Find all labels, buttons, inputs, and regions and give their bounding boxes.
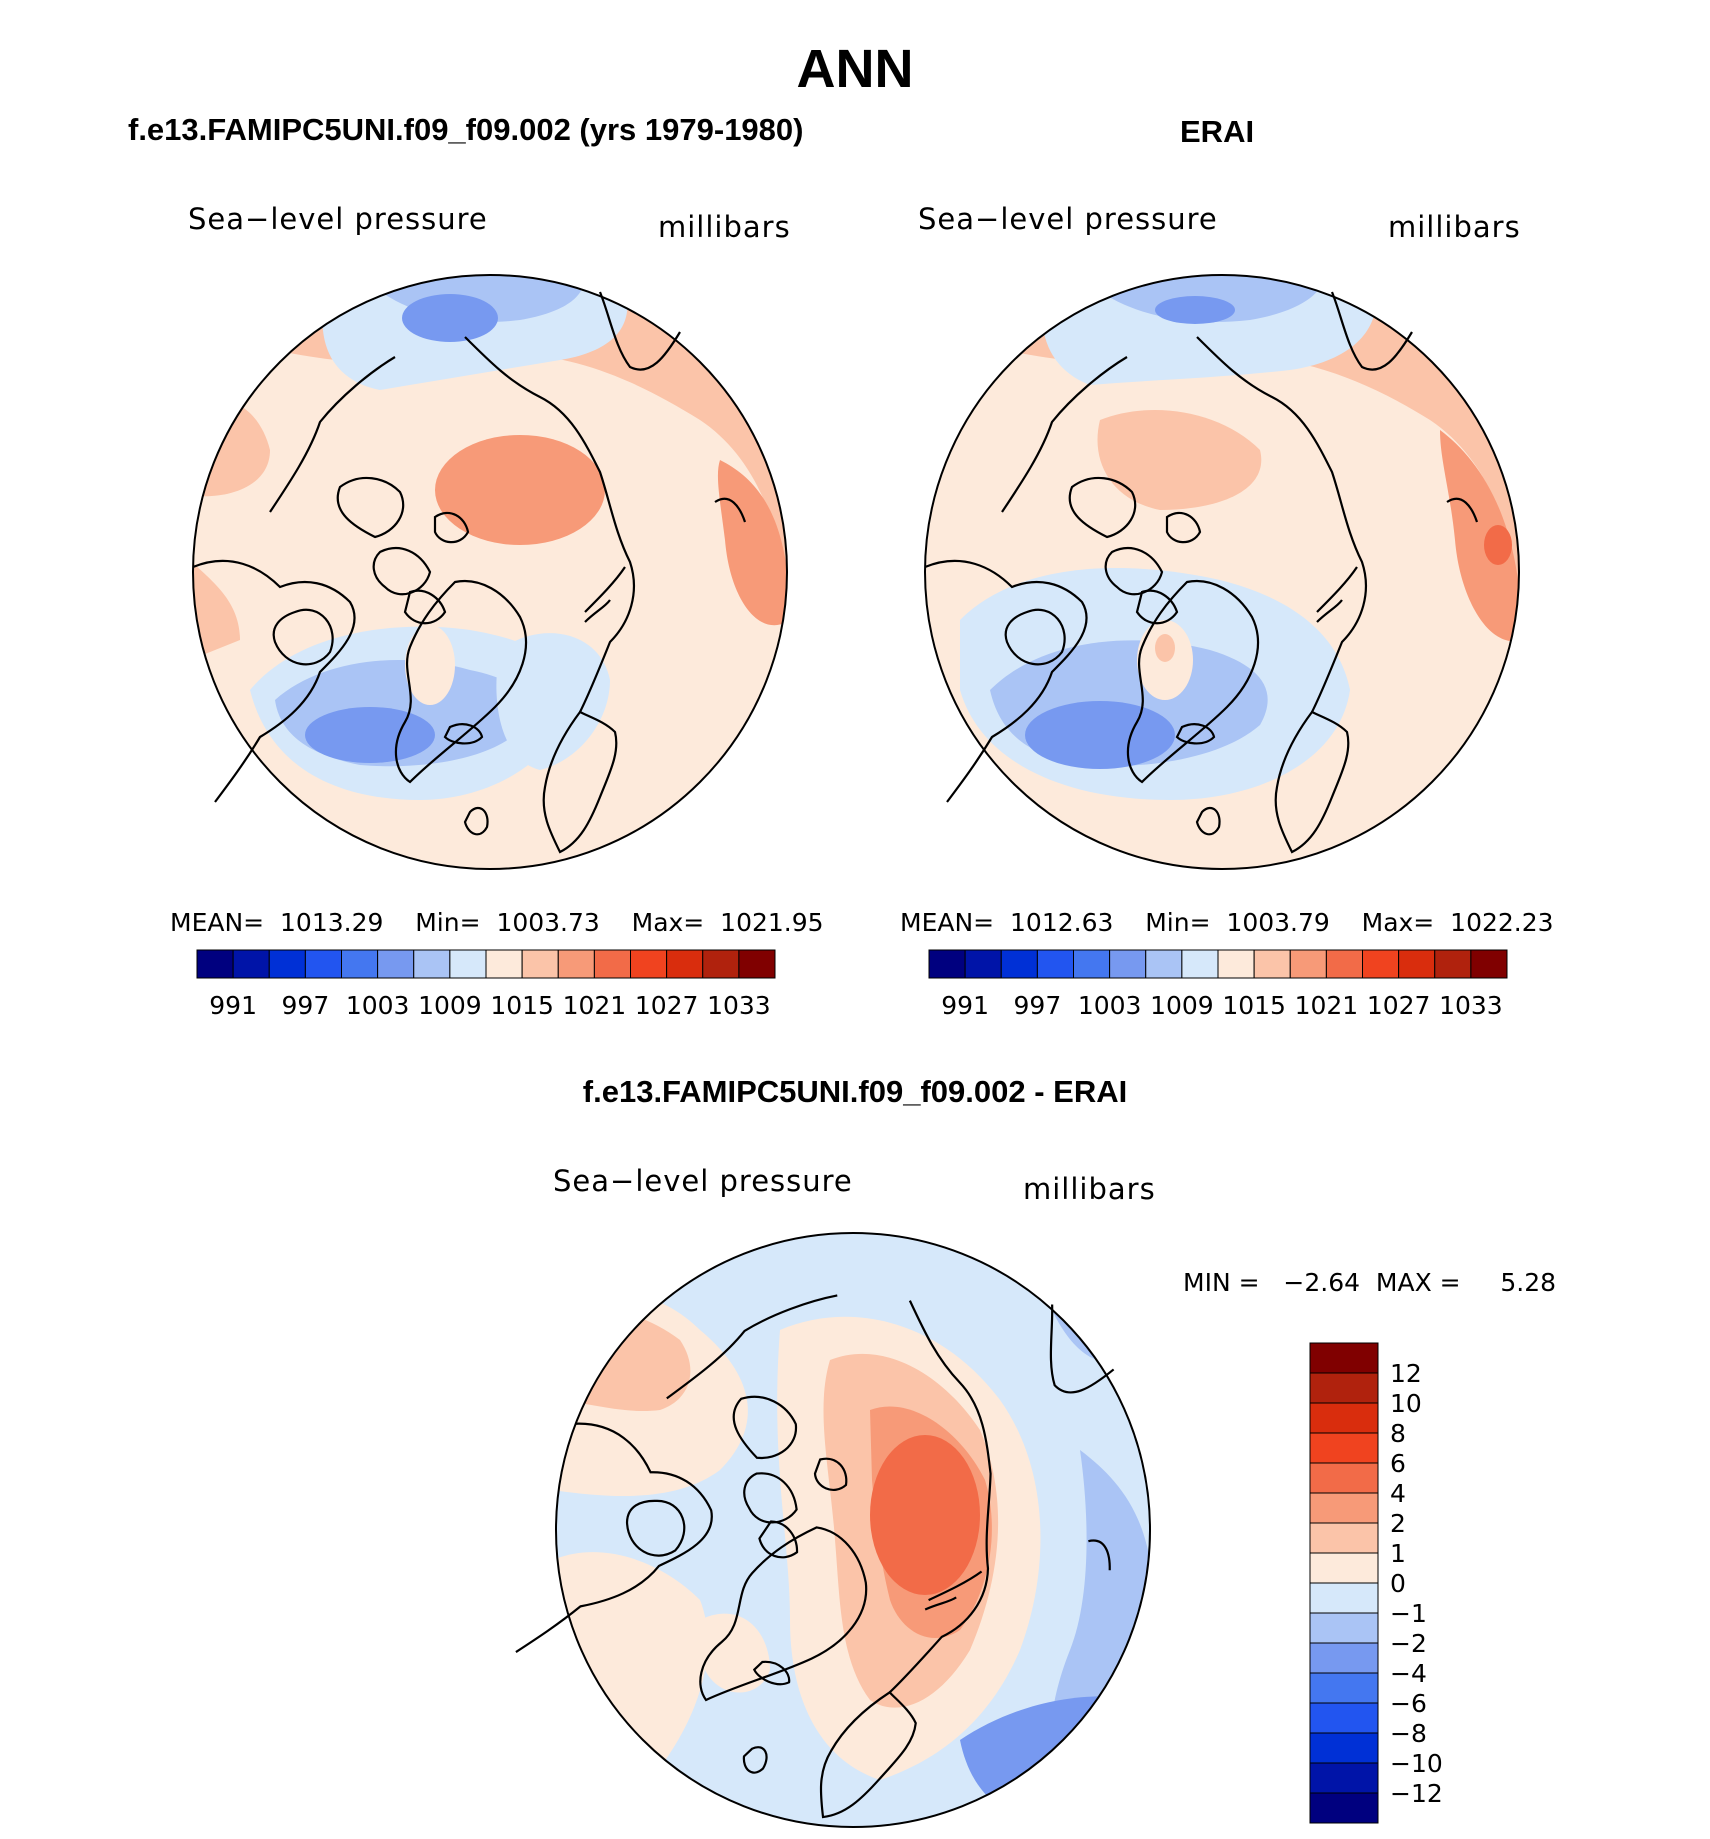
stats-obs: MEAN= 1012.63 Min= 1003.79 Max= 1022.23 xyxy=(900,908,1554,937)
variable-label-diff: Sea−level pressure xyxy=(553,1164,853,1198)
colorbar-tick-label: −1 xyxy=(1390,1599,1427,1628)
colorbar-swatch xyxy=(1309,1402,1379,1434)
units-label-diff: millibars xyxy=(1023,1172,1156,1206)
colorbar-swatch xyxy=(377,949,415,979)
colorbar-tick-label: 1021 xyxy=(563,991,627,1020)
colorbar-swatch xyxy=(521,949,559,979)
colorbar-tick-label: 1 xyxy=(1390,1539,1406,1568)
colorbar-swatch xyxy=(1309,1372,1379,1404)
colorbar-tick-label: −12 xyxy=(1390,1779,1443,1808)
colorbar-tick-label: 1003 xyxy=(346,991,410,1020)
colorbar-tick-label: −4 xyxy=(1390,1659,1427,1688)
variable-label-obs: Sea−level pressure xyxy=(918,202,1218,236)
colorbar-swatch xyxy=(1309,1732,1379,1764)
colorbar-swatch xyxy=(1036,949,1074,979)
colorbar-swatch xyxy=(232,949,270,979)
colorbar-swatch xyxy=(1000,949,1038,979)
colorbar-swatch xyxy=(413,949,451,979)
colorbar-swatch xyxy=(1109,949,1147,979)
colorbar-swatch xyxy=(928,949,966,979)
colorbar-tick-label: 4 xyxy=(1390,1479,1406,1508)
colorbar-swatch xyxy=(1309,1642,1379,1674)
stats-model: MEAN= 1013.29 Min= 1003.73 Max= 1021.95 xyxy=(170,908,824,937)
colorbar-swatch xyxy=(1253,949,1291,979)
page-title: ANN xyxy=(796,39,914,99)
panel-title-diff: f.e13.FAMIPC5UNI.f09_f09.002 - ERAI xyxy=(582,1074,1128,1109)
colorbar-swatch xyxy=(1309,1702,1379,1734)
colorbar-obs: 991 997 1003 1009 1015 1021 1027 1033 xyxy=(928,949,1508,1020)
colorbar-tick-label: −2 xyxy=(1390,1629,1427,1658)
colorbar-swatch xyxy=(1470,949,1508,979)
colorbar-swatch xyxy=(630,949,668,979)
colorbar-swatch xyxy=(1289,949,1327,979)
colorbar-tick-label: 997 xyxy=(282,991,330,1020)
colorbar-tick-label: −6 xyxy=(1390,1689,1427,1718)
colorbar-swatch xyxy=(1325,949,1363,979)
colorbar-swatch xyxy=(449,949,487,979)
map-obs xyxy=(923,274,1520,870)
colorbar-tick-label: 8 xyxy=(1390,1419,1406,1448)
colorbar-tick-label: 991 xyxy=(941,991,989,1020)
colorbar-swatch xyxy=(964,949,1002,979)
colorbar-swatch xyxy=(304,949,342,979)
colorbar-tick-label: 991 xyxy=(209,991,257,1020)
colorbar-tick-label: 2 xyxy=(1390,1509,1406,1538)
panel-title-model: f.e13.FAMIPC5UNI.f09_f09.002 (yrs 1979-1… xyxy=(128,112,804,147)
colorbar-tick-label: −8 xyxy=(1390,1719,1427,1748)
colorbar-swatch xyxy=(1309,1792,1379,1824)
colorbar-tick-label: 1009 xyxy=(1150,991,1214,1020)
panel-title-obs: ERAI xyxy=(1180,114,1255,149)
stats-diff: MIN = −2.64 MAX = 5.28 xyxy=(1183,1268,1557,1297)
colorbar-swatch xyxy=(1309,1582,1379,1614)
variable-label-model: Sea−level pressure xyxy=(188,202,488,236)
colorbar-tick-label: −10 xyxy=(1390,1749,1443,1778)
colorbar-swatch xyxy=(1362,949,1400,979)
colorbar-swatch xyxy=(485,949,523,979)
colorbar-swatch xyxy=(1309,1522,1379,1554)
colorbar-swatch xyxy=(1309,1462,1379,1494)
colorbar-swatch xyxy=(1309,1492,1379,1524)
colorbar-tick-label: 0 xyxy=(1390,1569,1406,1598)
colorbar-tick-label: 6 xyxy=(1390,1449,1406,1478)
colorbar-swatch xyxy=(268,949,306,979)
colorbar-tick-label: 1027 xyxy=(1367,991,1431,1020)
units-label-model: millibars xyxy=(658,210,791,244)
colorbar-swatch xyxy=(1309,1612,1379,1644)
colorbar-swatch xyxy=(1309,1342,1379,1374)
colorbar-swatch xyxy=(702,949,740,979)
colorbar-swatch xyxy=(1309,1552,1379,1584)
colorbar-tick-label: 997 xyxy=(1014,991,1062,1020)
units-label-obs: millibars xyxy=(1388,210,1521,244)
colorbar-swatch xyxy=(341,949,379,979)
colorbar-swatch xyxy=(1181,949,1219,979)
colorbar-tick-label: 1033 xyxy=(707,991,771,1020)
colorbar-swatch xyxy=(666,949,704,979)
colorbar-tick-label: 1009 xyxy=(418,991,482,1020)
colorbar-model: 991 997 1003 1009 1015 1021 1027 1033 xyxy=(196,949,776,1020)
colorbar-swatch xyxy=(1309,1672,1379,1704)
map-model xyxy=(191,274,788,870)
colorbar-tick-label: 1015 xyxy=(490,991,554,1020)
colorbar-swatch xyxy=(1145,949,1183,979)
colorbar-tick-label: 10 xyxy=(1390,1389,1422,1418)
colorbar-tick-label: 1033 xyxy=(1439,991,1503,1020)
colorbar-swatch xyxy=(196,949,234,979)
colorbar-swatch xyxy=(1309,1762,1379,1794)
colorbar-swatch xyxy=(593,949,631,979)
colorbar-swatch xyxy=(1398,949,1436,979)
colorbar-tick-label: 1003 xyxy=(1078,991,1142,1020)
colorbar-tick-label: 1015 xyxy=(1222,991,1286,1020)
colorbar-swatch xyxy=(1073,949,1111,979)
map-diff xyxy=(477,1164,1190,1839)
colorbar-swatch xyxy=(1309,1432,1379,1464)
colorbar-swatch xyxy=(557,949,595,979)
colorbar-swatch xyxy=(738,949,776,979)
colorbar-swatch xyxy=(1217,949,1255,979)
colorbar-swatch xyxy=(1434,949,1472,979)
colorbar-tick-label: 1027 xyxy=(635,991,699,1020)
colorbar-tick-label: 12 xyxy=(1390,1359,1422,1388)
colorbar-tick-label: 1021 xyxy=(1295,991,1359,1020)
